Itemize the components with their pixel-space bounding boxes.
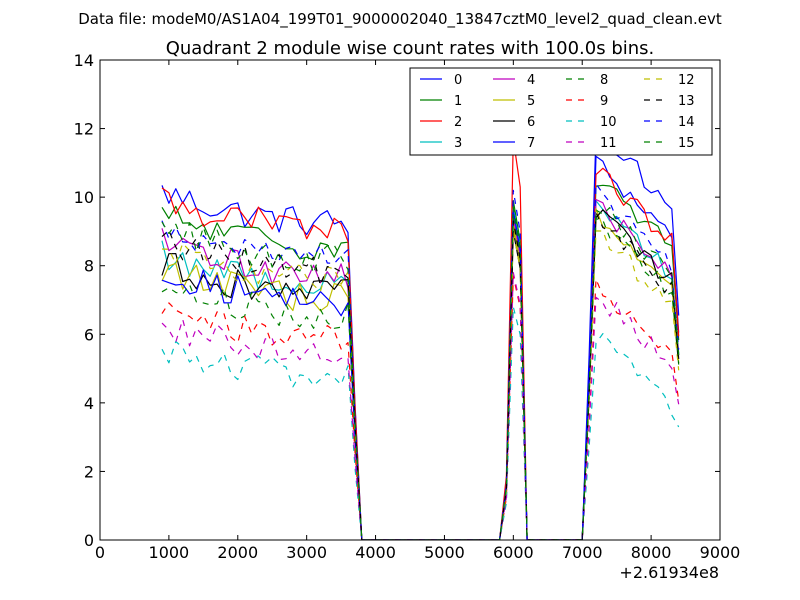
axes-frame (99, 59, 721, 541)
legend-label-7: 7 (527, 136, 535, 151)
legend-label-11: 11 (600, 136, 617, 151)
legend-label-14: 14 (678, 115, 695, 130)
y-tick-label: 4 (84, 394, 94, 413)
y-tick-label: 14 (74, 51, 94, 70)
y-tick-label: 12 (74, 120, 94, 139)
legend-label-10: 10 (600, 115, 617, 130)
plot-area (161, 133, 680, 540)
series-line-15 (161, 206, 680, 540)
x-tick-label: 3000 (286, 543, 327, 562)
x-tick-label: 7000 (562, 543, 603, 562)
series-line-10 (161, 306, 680, 540)
x-offset-label: +2.61934e8 (619, 563, 719, 582)
x-tick-label: 1000 (149, 543, 190, 562)
legend-label-2: 2 (454, 115, 462, 130)
legend-label-1: 1 (454, 94, 462, 109)
series-line-11 (161, 272, 680, 540)
y-tick-label: 2 (84, 462, 94, 481)
legend-label-9: 9 (600, 94, 608, 109)
legend-label-13: 13 (678, 94, 695, 109)
legend-label-8: 8 (600, 73, 608, 88)
series-line-7 (161, 133, 680, 540)
legend-label-0: 0 (454, 73, 462, 88)
legend-label-3: 3 (454, 136, 462, 151)
series-line-8 (161, 217, 680, 540)
legend-box (409, 67, 713, 156)
chart-title: Quadrant 2 module wise count rates with … (166, 38, 655, 59)
legend-label-15: 15 (678, 136, 695, 151)
x-tick-label: 2000 (217, 543, 258, 562)
y-tick-label: 8 (84, 257, 94, 276)
legend-label-5: 5 (527, 94, 535, 109)
x-tick-label: 0 (95, 543, 105, 562)
x-tick-label: 6000 (493, 543, 534, 562)
x-tick-label: 9000 (700, 543, 741, 562)
y-tick-label: 0 (84, 531, 94, 550)
x-tick-label: 4000 (355, 543, 396, 562)
x-tick-label: 8000 (631, 543, 672, 562)
legend-label-6: 6 (527, 115, 535, 130)
y-tick-label: 10 (74, 188, 94, 207)
legend-label-12: 12 (678, 73, 695, 88)
chart-suptitle: Data file: modeM0/AS1A04_199T01_90000020… (78, 10, 722, 29)
axis-ticks: 0 1000 2000 3000 4000 5000 6000 7000 8000 9000 0 2 4… (74, 51, 741, 562)
x-tick-label: 5000 (424, 543, 465, 562)
series-lines (161, 133, 680, 540)
series-line-14 (161, 183, 680, 540)
y-tick-label: 6 (84, 325, 94, 344)
legend-label-4: 4 (527, 73, 535, 88)
